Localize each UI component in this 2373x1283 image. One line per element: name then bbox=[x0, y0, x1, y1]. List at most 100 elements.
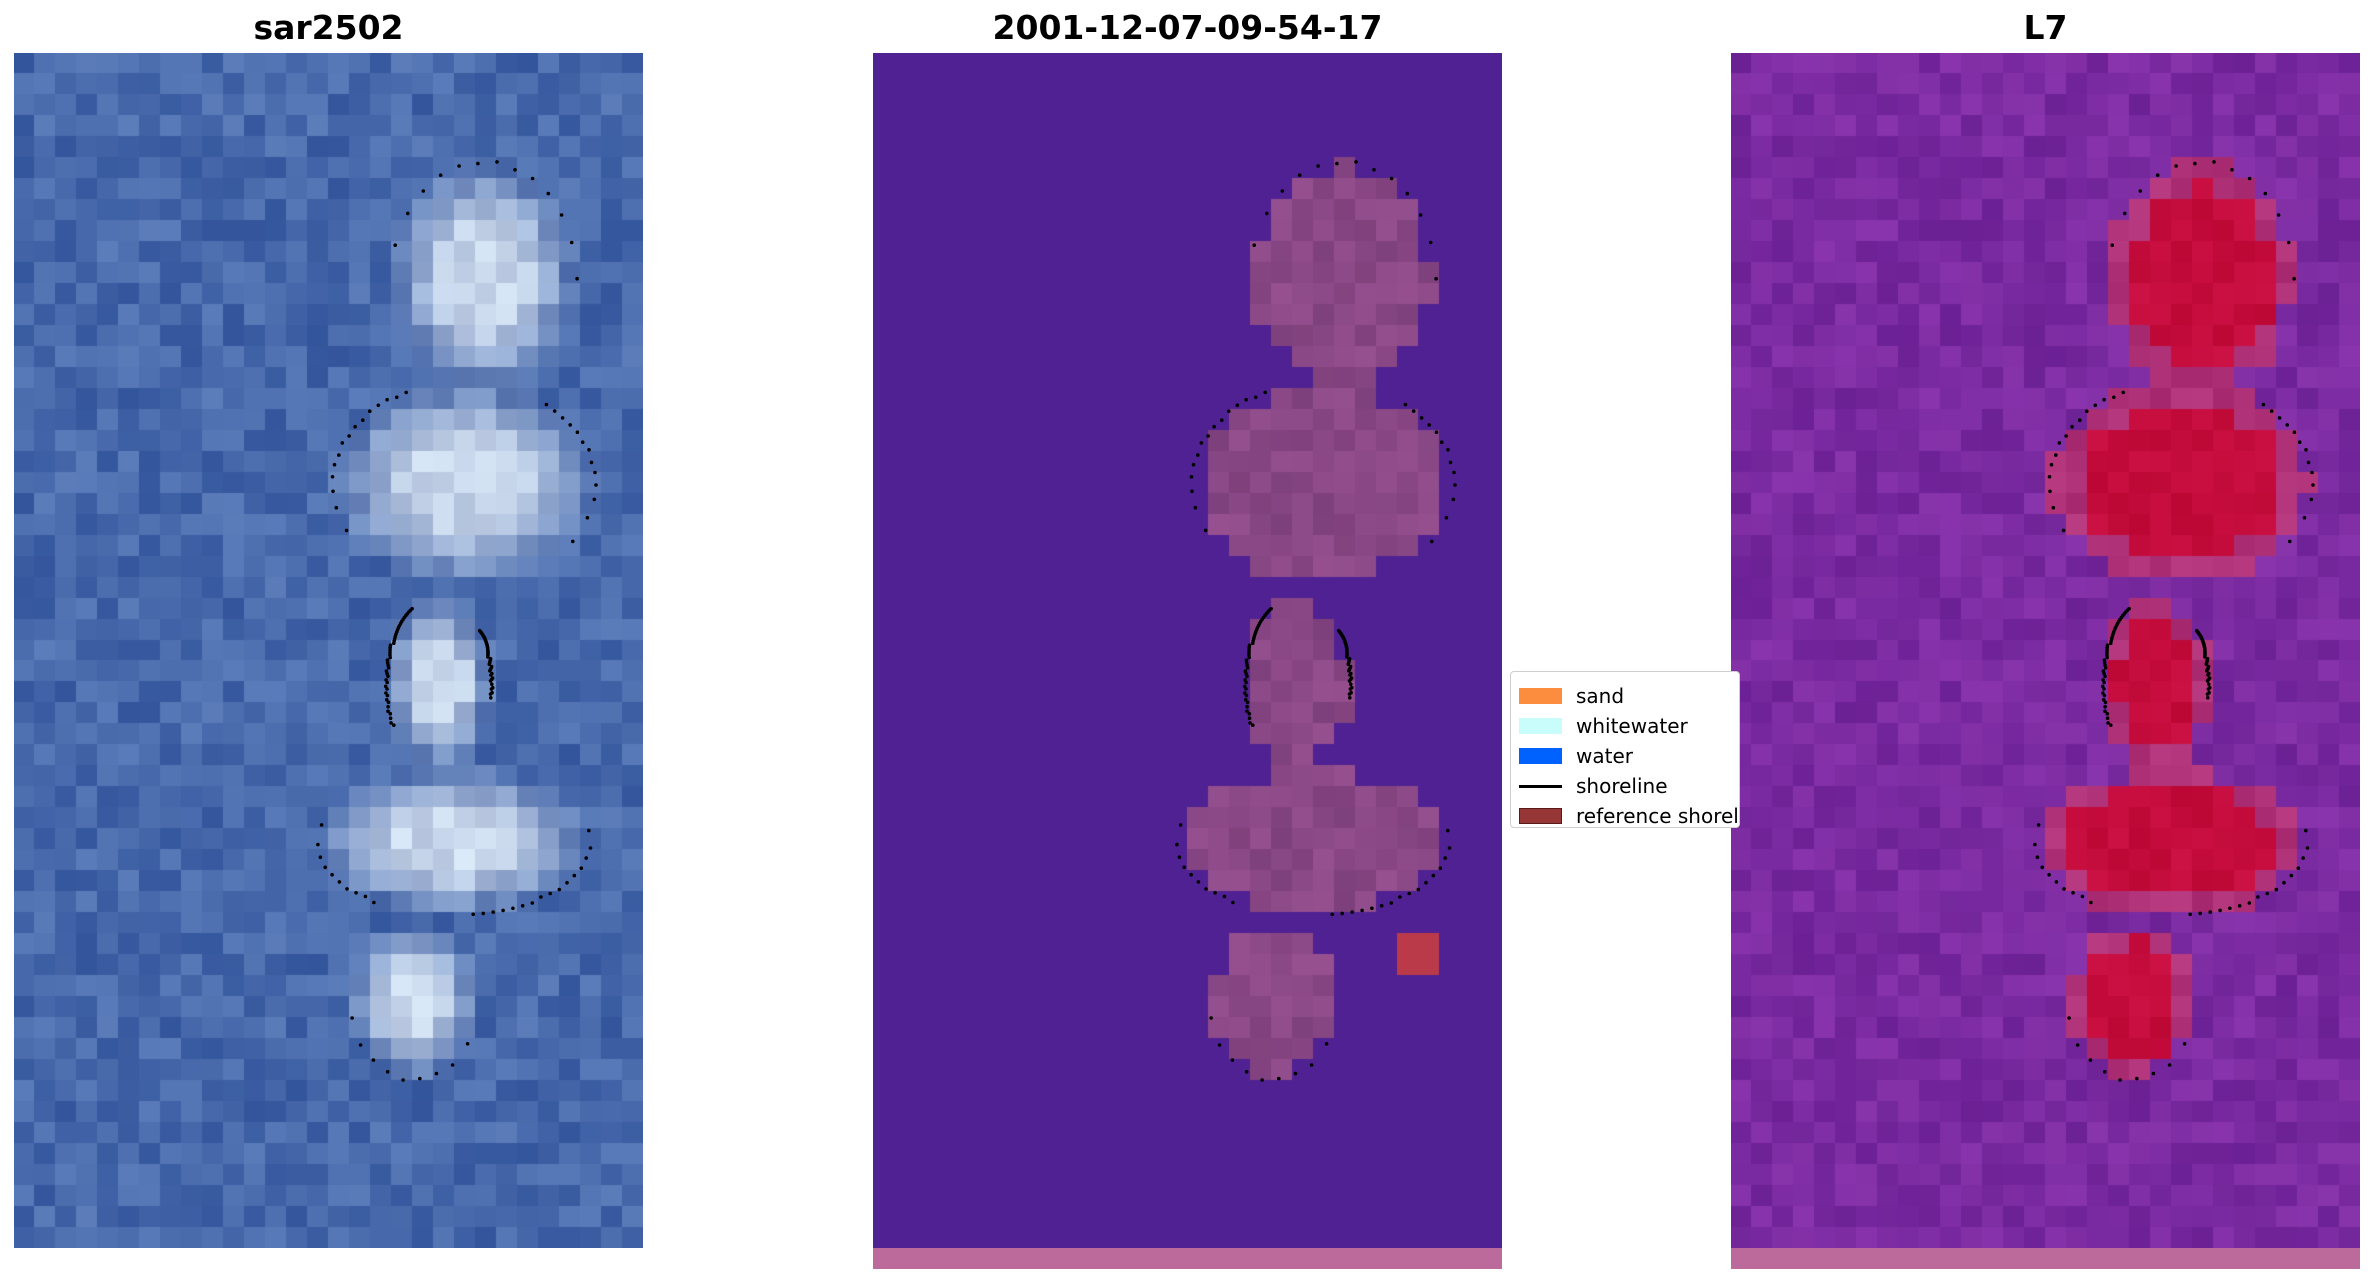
shoreline-dot bbox=[1372, 168, 1376, 172]
shoreline-dot bbox=[363, 894, 368, 899]
shoreline-dot bbox=[501, 908, 505, 913]
shoreline-dot bbox=[1252, 243, 1256, 247]
shoreline-dot bbox=[323, 865, 328, 870]
shoreline-dot bbox=[486, 650, 490, 654]
shoreline-dot bbox=[337, 880, 342, 884]
shoreline-dot bbox=[476, 161, 480, 166]
shoreline-dot bbox=[1419, 416, 1424, 420]
shoreline-dot bbox=[2206, 673, 2210, 677]
shoreline-overlay bbox=[2033, 160, 2315, 1082]
shoreline-dot bbox=[2289, 873, 2294, 878]
shoreline-dot bbox=[457, 164, 461, 168]
shoreline-dot bbox=[361, 418, 365, 423]
shoreline-dot bbox=[1405, 191, 1410, 196]
shoreline-dot bbox=[1293, 1071, 1298, 1076]
shoreline-dot bbox=[489, 696, 493, 700]
shoreline-dot bbox=[1263, 390, 1267, 395]
legend-item-reference-shoreline: reference shoreline bbox=[1519, 801, 1739, 828]
shoreline-dot bbox=[1347, 692, 1352, 696]
legend-item-sand: sand bbox=[1519, 681, 1624, 711]
shoreline-dot bbox=[1431, 873, 1436, 878]
legend-item-shoreline: shoreline bbox=[1519, 771, 1668, 801]
shoreline-dot bbox=[1309, 1063, 1314, 1067]
shoreline-dot bbox=[2054, 453, 2058, 457]
shoreline-dot bbox=[330, 872, 334, 877]
shoreline-dot bbox=[1411, 409, 1416, 413]
shoreline-dot bbox=[1191, 462, 1196, 467]
shoreline-dot bbox=[1204, 887, 1208, 891]
shoreline-dot bbox=[2103, 709, 2107, 713]
shoreline-dot bbox=[2048, 489, 2052, 494]
shoreline-dot bbox=[2237, 904, 2242, 908]
classified-image-panel bbox=[873, 53, 1502, 1269]
shoreline-dot bbox=[2064, 434, 2068, 438]
shoreline-dot bbox=[488, 679, 493, 683]
shoreline-dot bbox=[2057, 441, 2062, 445]
shoreline-dot bbox=[2269, 409, 2274, 413]
shoreline-dot bbox=[2089, 900, 2093, 905]
shoreline-dot bbox=[1446, 828, 1450, 833]
shoreline-dot bbox=[2261, 402, 2266, 407]
shoreline-dot bbox=[571, 539, 575, 544]
shoreline-dot bbox=[1196, 880, 1201, 884]
shoreline-dot bbox=[2205, 679, 2210, 683]
shoreline-dot bbox=[495, 160, 499, 164]
shoreline-dot bbox=[2103, 700, 2108, 705]
rgb-image-panel bbox=[14, 53, 643, 1248]
shoreline-dot bbox=[2228, 906, 2232, 911]
shoreline-dot bbox=[385, 397, 389, 402]
shoreline-dot bbox=[2198, 911, 2202, 916]
water-index-image bbox=[1731, 53, 2360, 1248]
shoreline-dot bbox=[388, 711, 393, 716]
shoreline-dot bbox=[386, 704, 390, 709]
shoreline-dot bbox=[2256, 895, 2260, 899]
panel-title-index: L7 bbox=[2023, 8, 2068, 47]
shoreline-dot bbox=[2049, 462, 2054, 467]
shoreline-dot bbox=[2101, 669, 2106, 673]
shoreline-dot bbox=[386, 700, 391, 705]
shoreline-dot bbox=[389, 721, 393, 725]
shoreline-dot bbox=[344, 528, 349, 533]
shoreline-dot bbox=[2203, 650, 2207, 654]
shoreline-dot bbox=[1448, 460, 1453, 465]
shoreline-dot bbox=[385, 658, 390, 662]
whitewater-swatch bbox=[1519, 718, 1562, 734]
shoreline-dot bbox=[2112, 395, 2116, 400]
shoreline-dot bbox=[347, 434, 351, 438]
shoreline-dot bbox=[593, 470, 597, 475]
shoreline-dot bbox=[2203, 655, 2207, 659]
shoreline-dot bbox=[2075, 1043, 2080, 1047]
shoreline-dot bbox=[434, 1071, 439, 1076]
shoreline-dot bbox=[1446, 448, 1450, 452]
shoreline-dot bbox=[1398, 895, 1402, 899]
shoreline-dot bbox=[1175, 842, 1179, 847]
shoreline-dot bbox=[1330, 912, 1334, 917]
shoreline-dot bbox=[2265, 891, 2269, 896]
shoreline-dot bbox=[2306, 460, 2311, 465]
shoreline-dot bbox=[592, 497, 597, 502]
shoreline-dot bbox=[511, 906, 515, 911]
shoreline-dot bbox=[2085, 409, 2089, 414]
shoreline-dot bbox=[2071, 891, 2075, 895]
shoreline-dot bbox=[2304, 448, 2308, 452]
shoreline-dot bbox=[1213, 891, 1217, 895]
shoreline-dot bbox=[2297, 440, 2302, 445]
shoreline-dot bbox=[539, 895, 543, 899]
shoreline-dot bbox=[2218, 908, 2222, 913]
shoreline-dot bbox=[1428, 240, 1433, 245]
shoreline-dot bbox=[569, 240, 574, 245]
shoreline-dot bbox=[568, 423, 572, 427]
shoreline-dot bbox=[2151, 1071, 2156, 1076]
shoreline-dot bbox=[385, 1070, 390, 1074]
shoreline-dot bbox=[2101, 678, 2105, 682]
shoreline-dot bbox=[2247, 176, 2252, 181]
shoreline-dot bbox=[319, 823, 324, 827]
shoreline-dot bbox=[2105, 716, 2110, 720]
shoreline-dot bbox=[2206, 687, 2211, 691]
shoreline-dot bbox=[1444, 515, 1449, 520]
legend-label: reference shoreline bbox=[1576, 804, 1739, 828]
shoreline-dot bbox=[2067, 1016, 2071, 1020]
shoreline-dot bbox=[1212, 424, 1216, 429]
shoreline-dot bbox=[2102, 1070, 2107, 1074]
shoreline-dot bbox=[2127, 606, 2131, 611]
